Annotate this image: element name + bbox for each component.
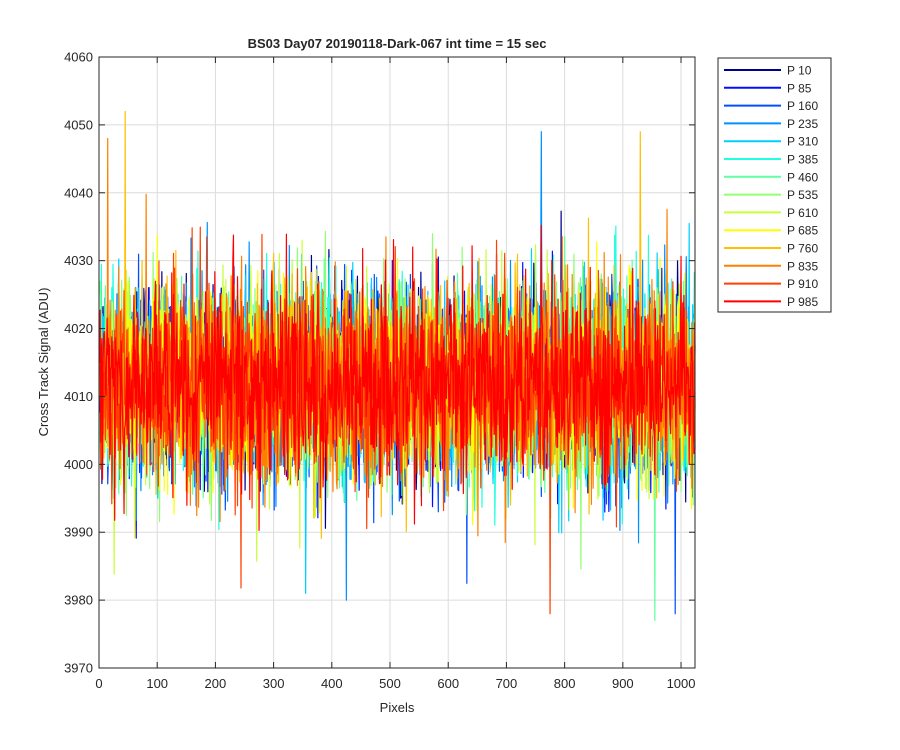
legend-label: P 10 <box>787 64 812 78</box>
x-tick-label: 1000 <box>667 676 696 691</box>
legend-label: P 835 <box>787 259 818 273</box>
x-tick-label: 0 <box>95 676 102 691</box>
x-tick-label: 300 <box>263 676 285 691</box>
y-tick-label: 3990 <box>64 525 93 540</box>
y-tick-label: 4060 <box>64 50 93 65</box>
x-tick-label: 200 <box>205 676 227 691</box>
legend-label: P 985 <box>787 295 818 309</box>
legend-label: P 610 <box>787 206 818 220</box>
chart-title: BS03 Day07 20190118-Dark-067 int time = … <box>248 36 547 51</box>
legend-label: P 385 <box>787 153 818 167</box>
y-tick-label: 4030 <box>64 253 93 268</box>
axis-ticks: 0 100 200 300 400 500 600 700 800 900 1000 3970 3980… <box>64 50 695 692</box>
x-tick-label: 600 <box>437 676 459 691</box>
x-tick-label: 500 <box>379 676 401 691</box>
x-tick-label: 900 <box>612 676 634 691</box>
legend-label: P 760 <box>787 242 818 256</box>
legend-label: P 85 <box>787 81 812 95</box>
legend-box <box>717 57 832 313</box>
x-tick-label: 700 <box>496 676 518 691</box>
y-tick-label: 3980 <box>64 593 93 608</box>
y-tick-label: 4020 <box>64 321 93 336</box>
y-tick-label: 4050 <box>64 117 93 132</box>
axes-box <box>98 56 696 669</box>
y-tick-label: 3970 <box>64 661 93 676</box>
y-axis-label: Cross Track Signal (ADU) <box>36 288 51 437</box>
x-axis-label: Pixels <box>380 700 415 715</box>
legend-label: P 535 <box>787 188 818 202</box>
y-tick-label: 4010 <box>64 389 93 404</box>
legend-label: P 460 <box>787 170 818 184</box>
y-tick-label: 4040 <box>64 185 93 200</box>
x-tick-label: 800 <box>554 676 576 691</box>
y-tick-label: 4000 <box>64 457 93 472</box>
legend-label: P 235 <box>787 117 818 131</box>
x-tick-label: 100 <box>146 676 168 691</box>
x-tick-label: 400 <box>321 676 343 691</box>
legend-label: P 685 <box>787 224 818 238</box>
series-lines <box>98 110 696 622</box>
legend-label: P 310 <box>787 135 818 149</box>
series-line-p-985 <box>98 224 696 531</box>
legend-label: P 160 <box>787 99 818 113</box>
legend: P 10 P 85 P 160 P 235 P 310 P 385 P 460 P 535 P … <box>717 57 832 313</box>
legend-label: P 910 <box>787 277 818 291</box>
